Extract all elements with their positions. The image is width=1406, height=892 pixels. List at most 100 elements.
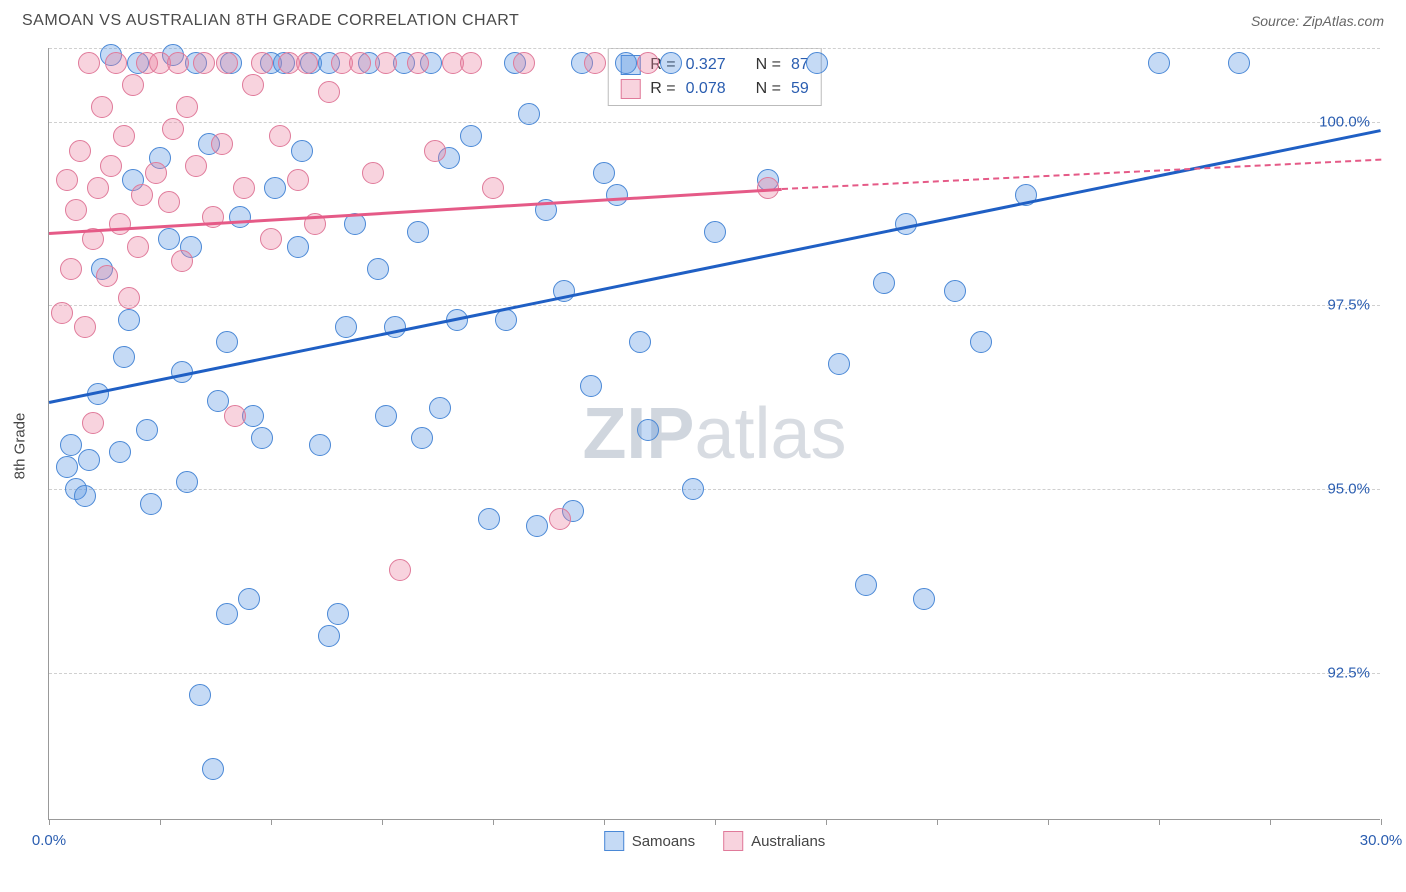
blue-point [158, 228, 180, 250]
blue-point [1148, 52, 1170, 74]
pink-point [122, 74, 144, 96]
legend-item-pink: Australians [723, 831, 825, 851]
pink-point [287, 169, 309, 191]
pink-point [362, 162, 384, 184]
blue-point [109, 441, 131, 463]
xtick-mark [1381, 819, 1382, 825]
blue-point [189, 684, 211, 706]
blue-point [806, 52, 828, 74]
r-value: 0.078 [686, 80, 726, 98]
pink-swatch [620, 79, 640, 99]
legend-item-blue: Samoans [604, 831, 695, 851]
pink-point [74, 316, 96, 338]
pink-point [407, 52, 429, 74]
blue-point [606, 184, 628, 206]
blue-point [873, 272, 895, 294]
pink-point [158, 191, 180, 213]
blue-point [580, 375, 602, 397]
xtick-mark [49, 819, 50, 825]
blue-point [238, 588, 260, 610]
blue-point [637, 419, 659, 441]
pink-point [100, 155, 122, 177]
blue-point [367, 258, 389, 280]
blue-point [407, 221, 429, 243]
pink-point [296, 52, 318, 74]
pink-point [549, 508, 571, 530]
pink-point [145, 162, 167, 184]
pink-point [171, 250, 193, 272]
pink-point [91, 96, 113, 118]
blue-point [1228, 52, 1250, 74]
blue-point [495, 309, 517, 331]
blue-point [56, 456, 78, 478]
blue-point [335, 316, 357, 338]
xtick-label: 0.0% [32, 832, 66, 849]
pink-point [65, 199, 87, 221]
xtick-mark [493, 819, 494, 825]
xtick-mark [160, 819, 161, 825]
pink-point [349, 52, 371, 74]
n-label: N = [756, 56, 781, 74]
pink-point [82, 412, 104, 434]
pink-point [96, 265, 118, 287]
pink-point [105, 52, 127, 74]
pink-point [56, 169, 78, 191]
blue-point [429, 397, 451, 419]
pink-point [251, 52, 273, 74]
blue-point [855, 574, 877, 596]
blue-point [970, 331, 992, 353]
xtick-mark [715, 819, 716, 825]
ytick-label: 100.0% [1319, 113, 1370, 130]
pink-point [242, 74, 264, 96]
n-value: 59 [791, 80, 809, 98]
pink-point [78, 52, 100, 74]
blue-point [629, 331, 651, 353]
pink-point [167, 52, 189, 74]
pink-point [193, 52, 215, 74]
blue-point [344, 213, 366, 235]
blue-point [704, 221, 726, 243]
pink-point [113, 125, 135, 147]
chart-source: Source: ZipAtlas.com [1251, 13, 1384, 29]
pink-point [233, 177, 255, 199]
gridline-h [49, 48, 1380, 49]
legend-label: Samoans [632, 833, 695, 850]
pink-point [127, 236, 149, 258]
legend-label: Australians [751, 833, 825, 850]
blue-point [216, 331, 238, 353]
n-label: N = [756, 80, 781, 98]
pink-point [118, 287, 140, 309]
chart-title: SAMOAN VS AUSTRALIAN 8TH GRADE CORRELATI… [22, 12, 519, 30]
watermark: ZIPatlas [582, 393, 846, 475]
r-label: R = [650, 80, 675, 98]
pink-point [176, 96, 198, 118]
pink-point [87, 177, 109, 199]
pink-point [60, 258, 82, 280]
blue-point [593, 162, 615, 184]
pink-point [513, 52, 535, 74]
blue-point [113, 346, 135, 368]
blue-point [460, 125, 482, 147]
gridline-h [49, 489, 1380, 490]
blue-point [176, 471, 198, 493]
stats-row: R = 0.078 N = 59 [608, 77, 821, 101]
pink-point [482, 177, 504, 199]
gridline-h [49, 122, 1380, 123]
pink-point [424, 140, 446, 162]
blue-point [944, 280, 966, 302]
pink-point [269, 125, 291, 147]
pink-point [131, 184, 153, 206]
xtick-mark [1270, 819, 1271, 825]
blue-point [682, 478, 704, 500]
pink-point [389, 559, 411, 581]
blue-point [287, 236, 309, 258]
blue-point [375, 405, 397, 427]
ytick-label: 92.5% [1327, 664, 1370, 681]
pink-point [185, 155, 207, 177]
xtick-mark [1159, 819, 1160, 825]
gridline-h [49, 305, 1380, 306]
pink-point [216, 52, 238, 74]
pink-point [637, 52, 659, 74]
blue-point [216, 603, 238, 625]
blue-point [660, 52, 682, 74]
